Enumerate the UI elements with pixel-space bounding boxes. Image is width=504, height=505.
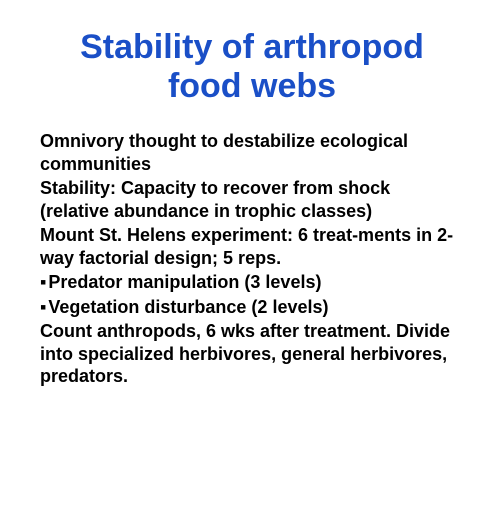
- slide-title: Stability of arthropod food webs: [40, 28, 464, 106]
- slide-container: Stability of arthropod food webs Omnivor…: [0, 0, 504, 505]
- paragraph: Count anthropods, 6 wks after treatment.…: [40, 320, 464, 388]
- bullet-text: Predator manipulation (3 levels): [48, 272, 321, 292]
- paragraph: Stability: Capacity to recover from shoc…: [40, 177, 464, 222]
- paragraph: Omnivory thought to destabilize ecologic…: [40, 130, 464, 175]
- paragraph: Mount St. Helens experiment: 6 treat-men…: [40, 224, 464, 269]
- bullet-item: Vegetation disturbance (2 levels): [40, 296, 464, 319]
- bullet-text: Vegetation disturbance (2 levels): [48, 297, 328, 317]
- slide-body: Omnivory thought to destabilize ecologic…: [40, 130, 464, 388]
- bullet-item: Predator manipulation (3 levels): [40, 271, 464, 294]
